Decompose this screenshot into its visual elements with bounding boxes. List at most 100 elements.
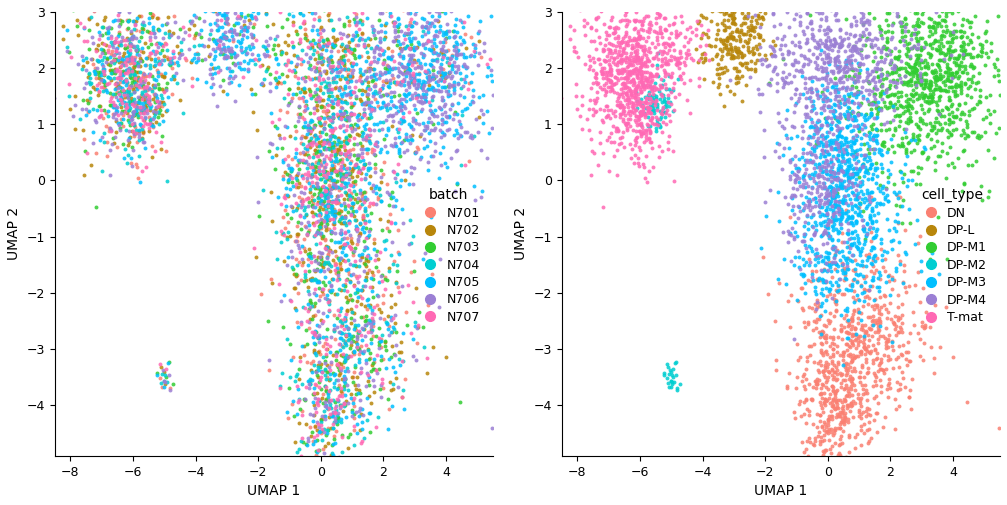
Point	[345, 31, 362, 39]
Point	[452, 123, 468, 131]
Point	[135, 95, 151, 103]
Point	[297, 270, 313, 278]
Point	[394, 95, 410, 103]
Point	[640, 95, 657, 104]
Point	[300, 324, 316, 332]
Point	[834, 247, 850, 256]
Point	[362, 218, 378, 226]
Point	[682, 76, 698, 84]
Point	[129, 83, 145, 91]
Point	[376, 58, 392, 66]
Point	[628, 56, 644, 64]
Point	[929, 75, 946, 83]
Point	[844, 145, 860, 154]
Point	[414, 32, 430, 40]
Point	[259, 47, 275, 55]
Point	[336, 198, 352, 207]
Point	[118, 66, 134, 74]
Point	[146, 29, 162, 37]
Point	[352, 189, 369, 197]
Point	[371, 50, 387, 59]
Point	[333, 384, 349, 392]
Point	[333, 138, 349, 146]
Point	[282, 172, 298, 180]
Point	[867, 377, 883, 385]
Point	[637, 37, 654, 45]
Point	[450, 99, 466, 108]
Point	[223, 47, 239, 55]
Point	[746, 27, 762, 35]
Point	[627, 118, 643, 126]
Point	[393, 338, 409, 346]
Point	[843, 454, 859, 462]
Point	[353, 425, 370, 433]
Point	[638, 104, 655, 112]
Point	[817, 30, 833, 38]
Point	[314, 287, 330, 295]
Point	[196, 7, 212, 15]
Point	[417, 122, 433, 130]
Point	[861, 100, 877, 108]
Point	[633, 119, 650, 127]
Point	[642, 71, 659, 79]
Point	[403, 268, 419, 276]
Point	[121, 56, 137, 64]
Point	[837, 100, 853, 109]
Point	[432, 126, 448, 134]
Point	[409, 109, 425, 117]
Point	[848, 191, 864, 199]
Point	[840, 328, 856, 336]
Point	[313, 33, 329, 41]
Point	[913, 73, 929, 81]
Point	[333, 162, 349, 170]
Point	[786, 176, 803, 184]
Point	[822, 196, 838, 205]
Point	[251, 212, 267, 220]
Point	[339, 265, 355, 273]
Point	[320, 389, 336, 397]
Point	[818, 334, 834, 342]
Point	[954, 108, 970, 116]
Point	[405, 352, 421, 361]
Point	[847, 444, 863, 452]
Point	[86, 139, 102, 147]
Point	[844, 241, 860, 249]
Point	[100, 107, 116, 115]
Point	[816, 97, 832, 105]
Point	[102, 61, 118, 69]
Point	[316, 442, 332, 450]
Point	[845, 171, 861, 179]
Point	[120, 85, 136, 93]
Point	[798, 365, 814, 373]
Point	[614, 45, 630, 54]
Point	[315, 172, 331, 180]
Point	[634, 34, 651, 42]
Point	[92, 113, 108, 121]
Point	[827, 55, 843, 63]
Point	[607, 42, 623, 50]
Point	[828, 260, 844, 268]
Point	[106, 139, 122, 147]
Point	[136, 4, 152, 12]
Point	[160, 30, 176, 38]
Point	[972, 97, 988, 106]
Point	[356, 111, 373, 119]
Point	[321, 375, 337, 383]
Point	[831, 92, 847, 100]
Point	[283, 167, 299, 175]
Point	[709, 65, 725, 73]
Point	[953, 32, 969, 40]
Point	[842, 256, 858, 264]
Point	[346, 316, 363, 324]
Point	[785, 170, 802, 178]
Point	[819, 40, 835, 48]
Point	[904, 130, 920, 138]
Point	[353, 153, 370, 161]
Point	[948, 125, 964, 133]
Point	[114, 60, 130, 68]
Point	[153, 94, 169, 102]
Point	[306, 422, 322, 430]
Point	[815, 367, 831, 375]
Point	[215, 43, 232, 52]
Point	[227, 61, 243, 69]
